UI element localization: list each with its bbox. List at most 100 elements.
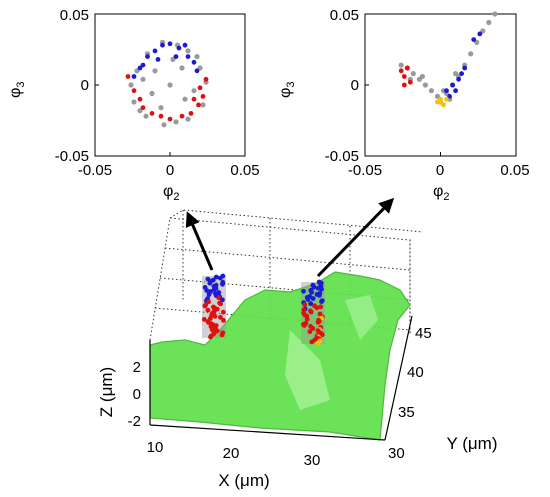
- point-background: [149, 90, 155, 97]
- ytick-label-left-0: -0.05: [55, 148, 89, 165]
- point-background: [453, 71, 459, 77]
- point-background: [182, 96, 188, 102]
- point-red: [197, 85, 203, 91]
- point-red: [200, 94, 206, 99]
- point-background: [152, 68, 158, 74]
- cell-red: [308, 309, 314, 315]
- point-yellow: [444, 96, 449, 102]
- point-red: [179, 113, 185, 119]
- ztick-label-1: 0: [133, 386, 141, 403]
- ytick-label-left-1: 0: [81, 77, 89, 94]
- xtick-label-right-1: 0: [436, 162, 444, 179]
- scatter-panel-left: -0.05 0 0.05 0.05 0 -0.05 φ2 φ3: [7, 7, 260, 203]
- cell-blue: [213, 274, 219, 280]
- cell-blue: [217, 275, 223, 281]
- cell-red: [307, 329, 313, 334]
- scatter3d-panel: 2 0 -2 10 20 30 45 40 35 30 X (μm) Y (μm…: [97, 209, 498, 490]
- point-red: [125, 74, 131, 79]
- cell-red: [314, 305, 320, 311]
- cell-red: [302, 323, 307, 328]
- ytick-label-3d-2: 40: [407, 364, 424, 381]
- point-blue: [152, 48, 158, 54]
- axes-3d: [149, 315, 413, 441]
- point-blue: [471, 37, 477, 42]
- cell-blue: [305, 297, 311, 302]
- cell-red: [220, 309, 226, 315]
- y-axis-label-right: φ3: [277, 82, 297, 99]
- point-blue: [140, 62, 146, 68]
- cell-blue: [311, 284, 317, 290]
- ytick-label-right-2: 0.05: [330, 7, 359, 24]
- point-red: [203, 76, 209, 82]
- surface: [149, 271, 411, 441]
- point-red: [191, 96, 197, 102]
- points-left: [125, 39, 209, 128]
- z-axis-label-3d: Z (μm): [97, 367, 116, 417]
- x-axis-label-left: φ2: [163, 183, 180, 203]
- ytick-label-left-2: 0.05: [60, 7, 89, 24]
- cell-red: [302, 302, 308, 308]
- xtick-label-left-0: -0.05: [78, 162, 112, 179]
- arrow-left: [185, 211, 214, 271]
- cell-red: [206, 299, 212, 305]
- xtick-label-left-1: 0: [166, 162, 174, 179]
- ytick-label-right-1: 0: [351, 77, 359, 94]
- ytick-label-3d-3: 45: [415, 325, 432, 342]
- point-red: [407, 79, 413, 85]
- points-right: [398, 11, 498, 108]
- point-blue: [176, 45, 182, 51]
- cell-red: [318, 304, 324, 310]
- cell-red: [202, 303, 208, 309]
- ytick-label-3d-1: 35: [398, 404, 415, 421]
- cell-blue: [319, 299, 324, 304]
- point-blue: [459, 71, 464, 76]
- point-blue: [145, 54, 150, 59]
- point-background: [194, 54, 200, 60]
- point-yellow: [435, 99, 440, 105]
- arrows: [185, 197, 395, 278]
- cell-red: [208, 334, 213, 340]
- surface-highlight: [285, 330, 330, 410]
- point-blue: [167, 41, 173, 47]
- xtick-label-right-0: -0.05: [348, 162, 382, 179]
- point-blue: [155, 57, 161, 62]
- point-blue: [444, 88, 449, 94]
- point-blue: [194, 68, 200, 74]
- ztick-label-2: 2: [133, 359, 141, 376]
- point-background: [428, 88, 434, 94]
- cluster-right: [301, 279, 325, 346]
- point-blue: [182, 42, 188, 48]
- point-background: [419, 73, 425, 80]
- point-yellow: [441, 102, 446, 108]
- point-background: [143, 113, 149, 119]
- point-background: [486, 19, 492, 26]
- point-blue: [462, 65, 468, 71]
- cell-red: [218, 314, 223, 320]
- point-blue: [131, 74, 137, 79]
- point-background: [131, 99, 137, 105]
- point-blue: [160, 42, 165, 48]
- x-axis-label-3d: X (μm): [218, 471, 269, 490]
- xtick-label-3d-1: 20: [223, 445, 240, 462]
- cell-yellow: [315, 340, 321, 346]
- cell-red: [319, 332, 325, 338]
- point-red: [401, 82, 407, 88]
- ytick-label-right-0: -0.05: [325, 148, 359, 165]
- cell-red: [304, 316, 310, 322]
- axes-box-right: [364, 13, 517, 157]
- point-red: [149, 111, 155, 116]
- point-red: [158, 113, 164, 119]
- arrow-right: [316, 197, 395, 278]
- point-red: [131, 88, 137, 94]
- point-blue: [185, 54, 191, 59]
- point-background: [200, 102, 206, 108]
- cell-red: [201, 317, 207, 322]
- cell-red: [309, 339, 315, 345]
- x-axis-label-right: φ2: [433, 183, 450, 203]
- point-background: [167, 82, 173, 88]
- cell-red: [212, 313, 218, 319]
- point-blue: [456, 76, 461, 82]
- point-blue: [137, 65, 143, 71]
- y-axis-label-left: φ3: [7, 82, 27, 99]
